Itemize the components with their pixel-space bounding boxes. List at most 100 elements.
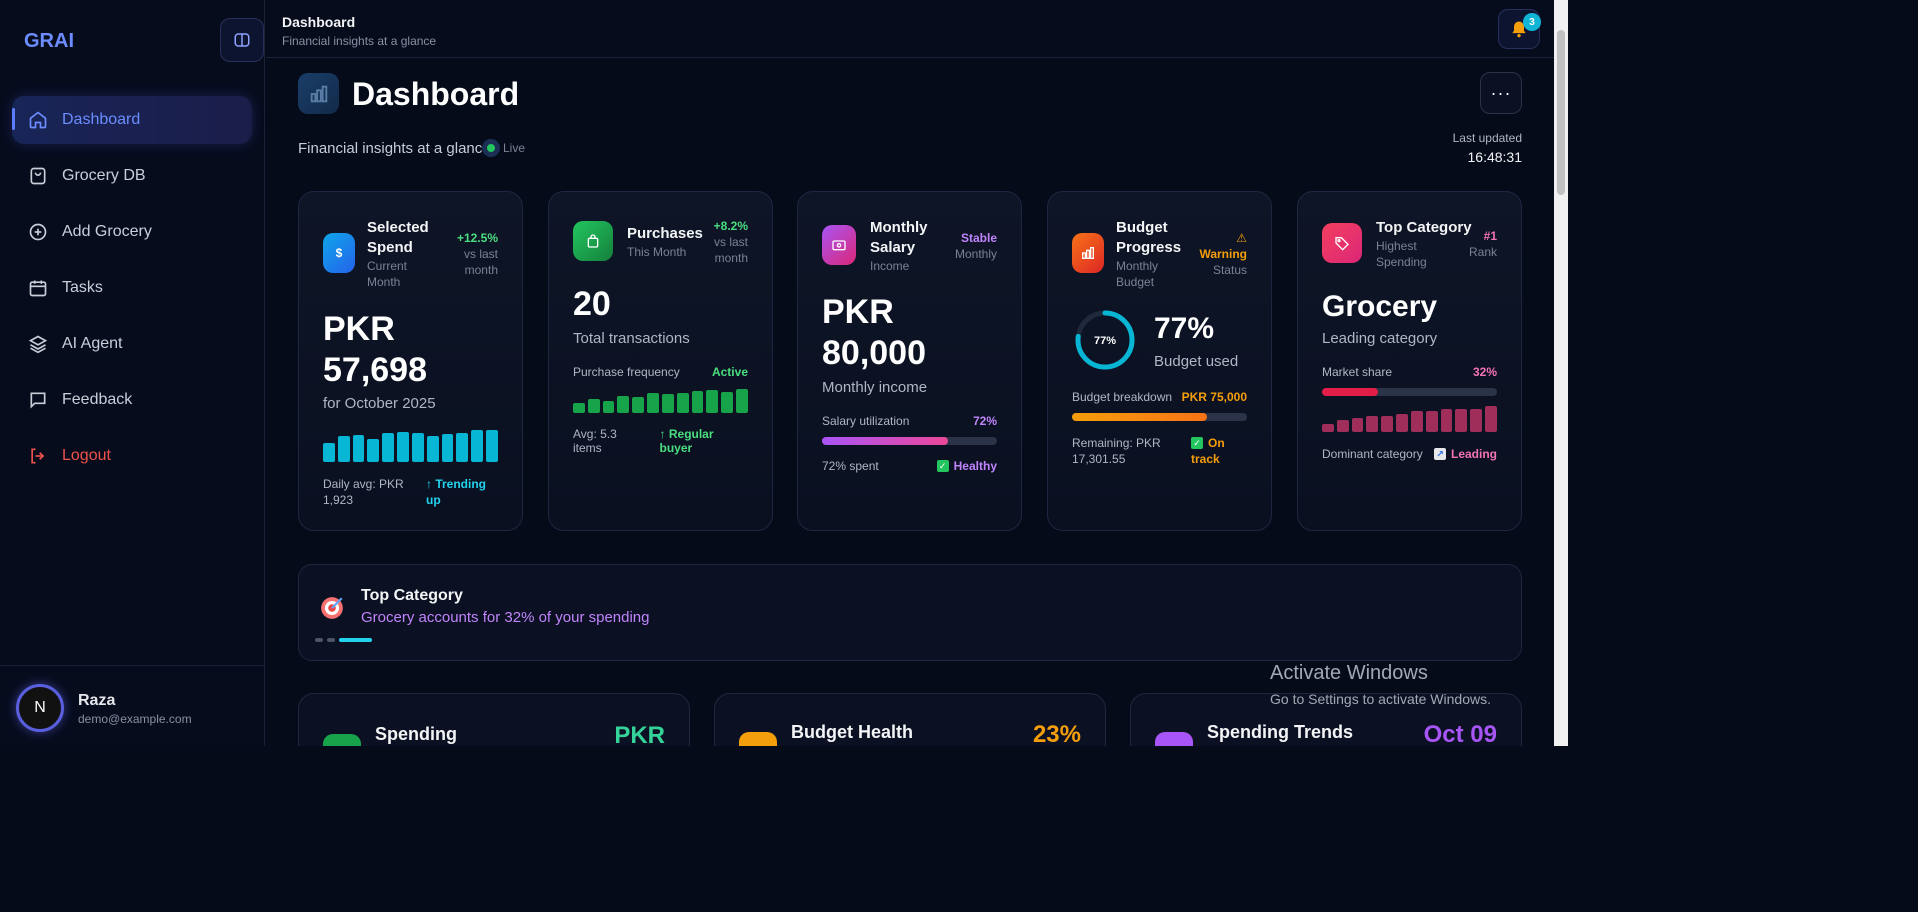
trend-indicator: ↑ Trending up (426, 477, 486, 507)
change-indicator: +12.5% vs last month (456, 231, 498, 277)
page-title: Dashboard (352, 76, 520, 112)
last-updated-label: Last updated (1452, 131, 1522, 145)
sidebar-nav: Dashboard Grocery DB Add Grocery Tasks A… (12, 96, 252, 488)
rank-indicator: #1 Rank (1468, 229, 1497, 259)
sidebar-toggle-button[interactable] (220, 18, 264, 62)
market-share-row: Market share 32% (1322, 365, 1497, 379)
mini-bar (706, 390, 719, 413)
dollar-icon: $ (323, 233, 355, 273)
trend-chart-icon (1155, 732, 1193, 746)
carousel-dots[interactable] (315, 638, 372, 642)
selected-spend-card[interactable]: $ Selected Spend Current Month +12.5% vs… (298, 191, 523, 531)
trend-chart-icon: ↗ (1433, 448, 1446, 460)
card-title: Budget Health (791, 722, 914, 742)
leading-status: ↗ Leading (1433, 447, 1497, 461)
mini-bar (1425, 411, 1438, 432)
sidebar-item-dashboard[interactable]: Dashboard (12, 96, 252, 144)
mini-bar (411, 432, 424, 462)
utilization-value: 72% (972, 414, 997, 428)
avatar[interactable]: N (16, 684, 64, 732)
sidebar-item-feedback[interactable]: Feedback (12, 376, 252, 424)
frequency-label: Purchase frequency (573, 365, 680, 379)
mini-bar (676, 393, 689, 413)
mini-bar (382, 433, 395, 462)
budget-progress-card[interactable]: Budget Progress Monthly Budget ⚠ Warning… (1047, 191, 1272, 531)
bell-icon (1512, 21, 1526, 38)
shopping-bag-icon (30, 167, 46, 185)
topbar-subtitle: Financial insights at a glance (282, 34, 437, 48)
mini-bar (1396, 413, 1408, 432)
top-bar: Dashboard Financial insights at a glance… (266, 0, 1554, 58)
mini-bar (602, 401, 615, 413)
breakdown-value: PKR 75,000 (1181, 390, 1247, 404)
user-profile[interactable]: N Raza demo@example.com (0, 665, 265, 746)
sidebar-item-ai-agent[interactable]: AI Agent (12, 320, 252, 368)
frequency-status: Active (711, 365, 748, 379)
card-value: PKR 80,000 (822, 293, 926, 372)
card-value: 23% (1032, 721, 1081, 746)
main-content: Dashboard Financial insights at a glance… (266, 59, 1554, 746)
card-value: Oct 09 (1423, 721, 1497, 746)
mini-bar (456, 433, 469, 462)
check-icon: ✓ (936, 460, 949, 472)
carousel-dot[interactable] (327, 638, 335, 642)
plus-circle-icon (29, 223, 47, 241)
card-value: PKR 57,698 (323, 310, 427, 389)
mini-bar (1410, 411, 1423, 432)
budget-progress-bar (1072, 413, 1247, 421)
spending-card[interactable]: Spending PKR (298, 693, 690, 746)
budget-ring-label: 77% (1094, 335, 1116, 347)
live-indicator-icon (482, 139, 500, 157)
remaining-row: Remaining: PKR 17,301.55 ✓ On track (1072, 435, 1247, 467)
mini-bar (1455, 408, 1468, 432)
spent-label: 72% spent (822, 459, 879, 473)
card-title: Purchases (627, 225, 703, 242)
sidebar-item-grocery-db[interactable]: Grocery DB (12, 152, 252, 200)
mini-bar (1440, 408, 1453, 432)
daily-avg: Daily avg: PKR 1,923 (323, 477, 404, 507)
banner-title: Top Category (361, 587, 463, 604)
card-description: Monthly income (822, 379, 928, 396)
notifications-button[interactable]: 3 (1498, 9, 1541, 49)
mini-bar (647, 392, 659, 413)
avg-items: Avg: 5.3 items (573, 427, 617, 455)
scrollbar-thumb[interactable] (1557, 30, 1565, 195)
mini-bar (337, 436, 350, 462)
change-indicator: +8.2% vs last month (713, 219, 748, 265)
top-category-banner: Top Category Grocery accounts for 32% of… (298, 564, 1522, 661)
carousel-dot-active[interactable] (339, 638, 372, 642)
sidebar-item-tasks[interactable]: Tasks (12, 264, 252, 312)
monthly-salary-card[interactable]: Monthly Salary Income Stable Monthly PKR… (797, 191, 1022, 531)
sidebar-toggle-icon (234, 33, 250, 47)
breakdown-label: Budget breakdown (1072, 390, 1173, 404)
page-scrollbar[interactable] (1554, 0, 1568, 746)
carousel-dot[interactable] (315, 638, 323, 642)
mini-bar (441, 433, 454, 462)
card-subtitle: Monthly Budget (1116, 259, 1159, 289)
layers-icon (28, 335, 48, 354)
sidebar-item-label: Tasks (62, 279, 103, 296)
card-subtitle: Current Month (367, 259, 408, 289)
sidebar-item-add-grocery[interactable]: Add Grocery (12, 208, 252, 256)
card-title: Spending (375, 724, 457, 744)
top-category-card[interactable]: Top Category Highest Spending #1 Rank Gr… (1297, 191, 1522, 531)
more-options-button[interactable]: ··· (1480, 72, 1522, 114)
brand-logo[interactable]: GRAI (24, 30, 74, 52)
mini-bar (1336, 420, 1349, 432)
remaining: Remaining: PKR 17,301.55 (1072, 436, 1161, 466)
avg-items-row: Avg: 5.3 items ↑ Regular buyer (573, 427, 748, 455)
logout-icon (31, 448, 45, 464)
wallet-icon (822, 225, 856, 265)
mini-bar (721, 391, 734, 413)
spending-icon (323, 734, 361, 746)
purchases-card[interactable]: Purchases This Month +8.2% vs last month… (548, 191, 773, 531)
sidebar-item-logout[interactable]: Logout (12, 432, 252, 480)
card-value: Grocery (1322, 290, 1438, 323)
sidebar-item-label: Logout (62, 447, 111, 464)
card-subtitle: Income (870, 259, 910, 273)
utilization-progress (822, 437, 997, 445)
sidebar-item-label: Grocery DB (62, 167, 146, 184)
spending-trends-card[interactable]: Spending Trends Oct 09 (1130, 693, 1522, 746)
windows-activation-watermark: Activate Windows Go to Settings to activ… (1270, 662, 1491, 707)
budget-health-card[interactable]: Budget Health 23% (714, 693, 1106, 746)
